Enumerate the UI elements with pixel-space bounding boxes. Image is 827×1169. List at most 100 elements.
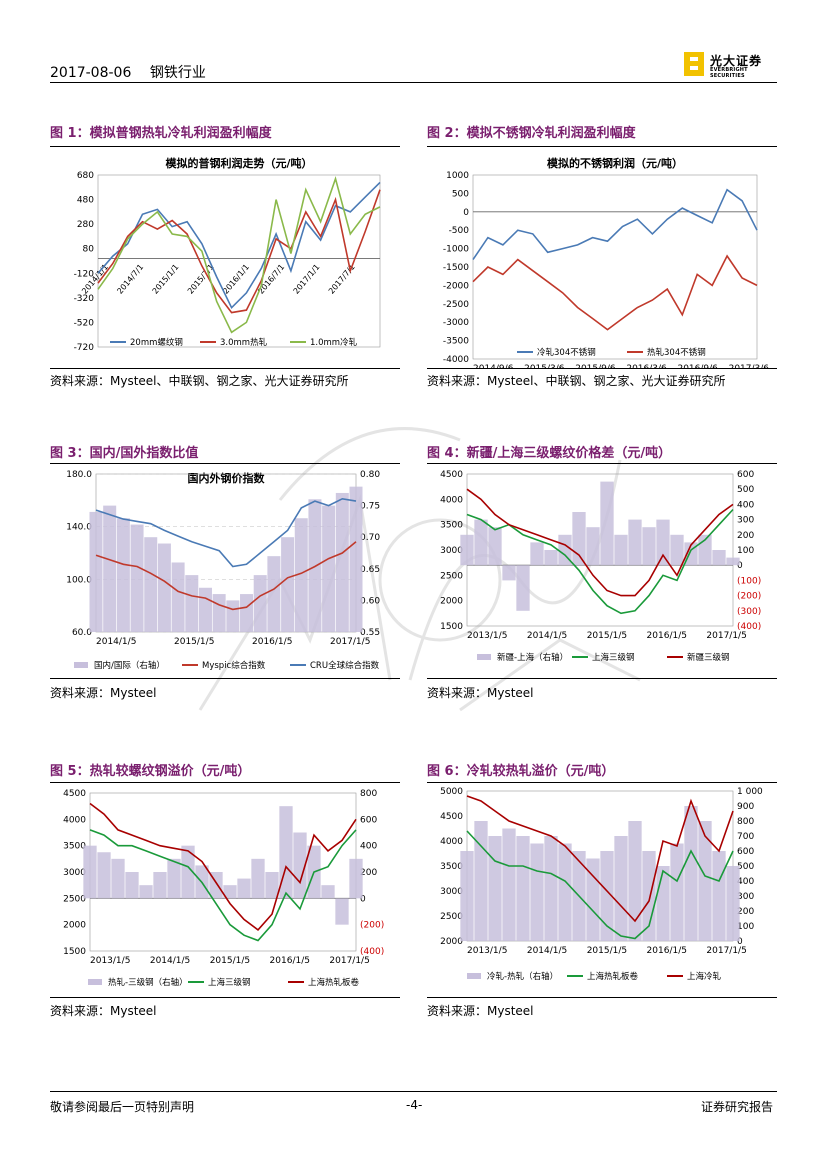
c6-area-bar [670, 843, 684, 941]
c3-area-bar [89, 511, 103, 632]
c3-legend-label: CRU全球综合指数 [310, 660, 380, 671]
c3-x-tick: 2017/1/5 [330, 637, 370, 647]
c6-y-tick: 4500 [440, 812, 463, 822]
c6-y-tick: 3000 [440, 887, 463, 897]
c5-series-line [89, 802, 357, 931]
c5-legend-label: 上海热轧板卷 [308, 977, 360, 988]
c4-x-tick: 2014/1/5 [527, 631, 567, 641]
fig4-title: 图 4：新疆/上海三级螺纹价格差（元/吨） [427, 446, 672, 461]
c6-area-bar [642, 851, 656, 941]
c5-y-tick: 1500 [63, 947, 86, 957]
c5-y2-tick: (200) [360, 921, 384, 931]
c4-area-bar [712, 550, 726, 566]
c3-area-bar [267, 556, 281, 632]
c6-area-bar [726, 866, 740, 941]
c3-y2-tick: 0.70 [360, 533, 380, 543]
c1-chart-title: 模拟的普钢利润走势（元/吨） [165, 156, 312, 170]
c2-x-tick: 2017/3/6 [729, 364, 770, 368]
c4-area-bar [572, 512, 586, 566]
c1-y-tick: 480 [77, 196, 94, 206]
c2-y-tick: 0 [463, 208, 469, 218]
c4-y2-tick: 300 [737, 516, 754, 526]
c4-y2-tick: 200 [737, 531, 754, 541]
c3-area-bar [103, 505, 117, 632]
c2-legend-label: 冷轧304不锈钢 [537, 347, 596, 358]
c4-y-tick: 1500 [440, 622, 463, 632]
c6-y2-tick: 300 [737, 892, 754, 902]
c6-area-bar [656, 866, 670, 941]
c5-y-tick: 3500 [63, 842, 86, 852]
c2-y-tick: -3000 [443, 318, 469, 328]
c5-area-bar [293, 832, 307, 899]
fig4-panel: 4500 4000 3500 3000 2500 2000 1500 600 500 400 300… [427, 463, 777, 679]
c4-y2-tick: (400) [737, 622, 761, 632]
c2-x-tick: 2015/3/6 [524, 364, 565, 368]
c5-x-tick: 2016/1/5 [270, 956, 310, 966]
c4-legend-label: 新疆-上海（右轴） [497, 652, 568, 663]
c4-area-bar [726, 557, 740, 566]
c6-y2-tick: 500 [737, 862, 754, 872]
c4-area-bar [502, 565, 516, 581]
c6-series-line [466, 795, 734, 923]
c5-area-bar [167, 858, 181, 899]
fig4-source: 资料来源：Mysteel [427, 686, 534, 700]
c4-area-bar [474, 519, 488, 566]
c2-y-tick: -3500 [443, 337, 469, 347]
c5-area-bar [237, 878, 251, 899]
c4-legend-label: 新疆三级钢 [687, 652, 730, 663]
c4-area-bar [600, 481, 614, 566]
c5-area-bar [321, 885, 335, 899]
c2-legend-label: 热轧304不锈钢 [647, 347, 706, 358]
c5-y-tick: 3000 [63, 868, 86, 878]
c5-y2-tick: 400 [360, 842, 377, 852]
c2-y-tick: -500 [449, 226, 470, 236]
fig5-panel: 4500 4000 3500 3000 2500 2000 1500 800 600 400 200… [50, 782, 400, 998]
fig5-source: 资料来源：Mysteel [50, 1004, 157, 1018]
c3-y2-tick: 0.55 [360, 628, 380, 638]
c3-area-bar [294, 518, 308, 632]
fig1-panel: 模拟的普钢利润走势（元/吨） 680 480 280 80 -120 -320 -520 -72… [50, 146, 400, 369]
c5-x-tick: 2013/1/5 [90, 956, 130, 966]
c2-plot-frame [472, 174, 758, 360]
c6-area-bar [460, 851, 474, 941]
c5-area-bar [83, 845, 97, 899]
c4-y2-tick: (200) [737, 592, 761, 602]
c5-area-bar [349, 858, 363, 899]
report-date: 2017-08-06 [50, 65, 132, 81]
c5-area-bar [251, 858, 265, 899]
header-rule [50, 82, 777, 83]
c6-area-bar [698, 821, 712, 941]
c1-series-line [97, 189, 381, 314]
c5-area-bar [153, 872, 167, 899]
footer-rule [50, 1091, 777, 1092]
c6-area-bar [684, 806, 698, 941]
c1-y-tick: -320 [74, 294, 95, 304]
c4-y2-tick: 100 [737, 546, 754, 556]
c4-series-line [466, 508, 734, 615]
c5-area-bar [265, 872, 279, 899]
c5-y2-tick: 800 [360, 789, 377, 799]
c6-legend-swatch [467, 973, 481, 979]
c5-y-tick: 4000 [63, 815, 86, 825]
c3-area-bar [185, 575, 199, 632]
c2-y-tick: -2500 [443, 300, 469, 310]
c3-area-bar [226, 600, 240, 632]
fig2-chart: 模拟的不锈钢利润（元/吨） 1000 500 0 -500 -1000 -1500 -2000… [443, 156, 770, 374]
c3-area-bar [281, 537, 295, 632]
c5-y2-tick: (400) [360, 947, 384, 957]
c6-y-tick: 3500 [440, 862, 463, 872]
c1-y-tick: 680 [77, 171, 94, 181]
c4-x-tick: 2013/1/5 [467, 631, 507, 641]
fig5-chart: 4500400035003000250020001500800600400200… [63, 789, 384, 988]
c6-area-bar [544, 836, 558, 941]
fig1-chart: 模拟的普钢利润走势（元/吨） 680 480 280 80 -120 -320 -520 -72… [74, 156, 381, 353]
fig3-title: 图 3：国内/国外指数比值 [50, 446, 199, 461]
fig3-panel: 国内外钢价指数 180.0 140.0 100.0 60.0 0.80 0.75 0.70 0.… [50, 463, 400, 679]
c6-y-tick: 5000 [440, 787, 463, 797]
c4-y2-tick: (100) [737, 576, 761, 586]
c1-x-tick: 2015/1/1 [151, 263, 181, 296]
fig3-source: 资料来源：Mysteel [50, 686, 157, 700]
c2-y-tick: -1000 [443, 245, 469, 255]
c6-area-bar [628, 821, 642, 941]
